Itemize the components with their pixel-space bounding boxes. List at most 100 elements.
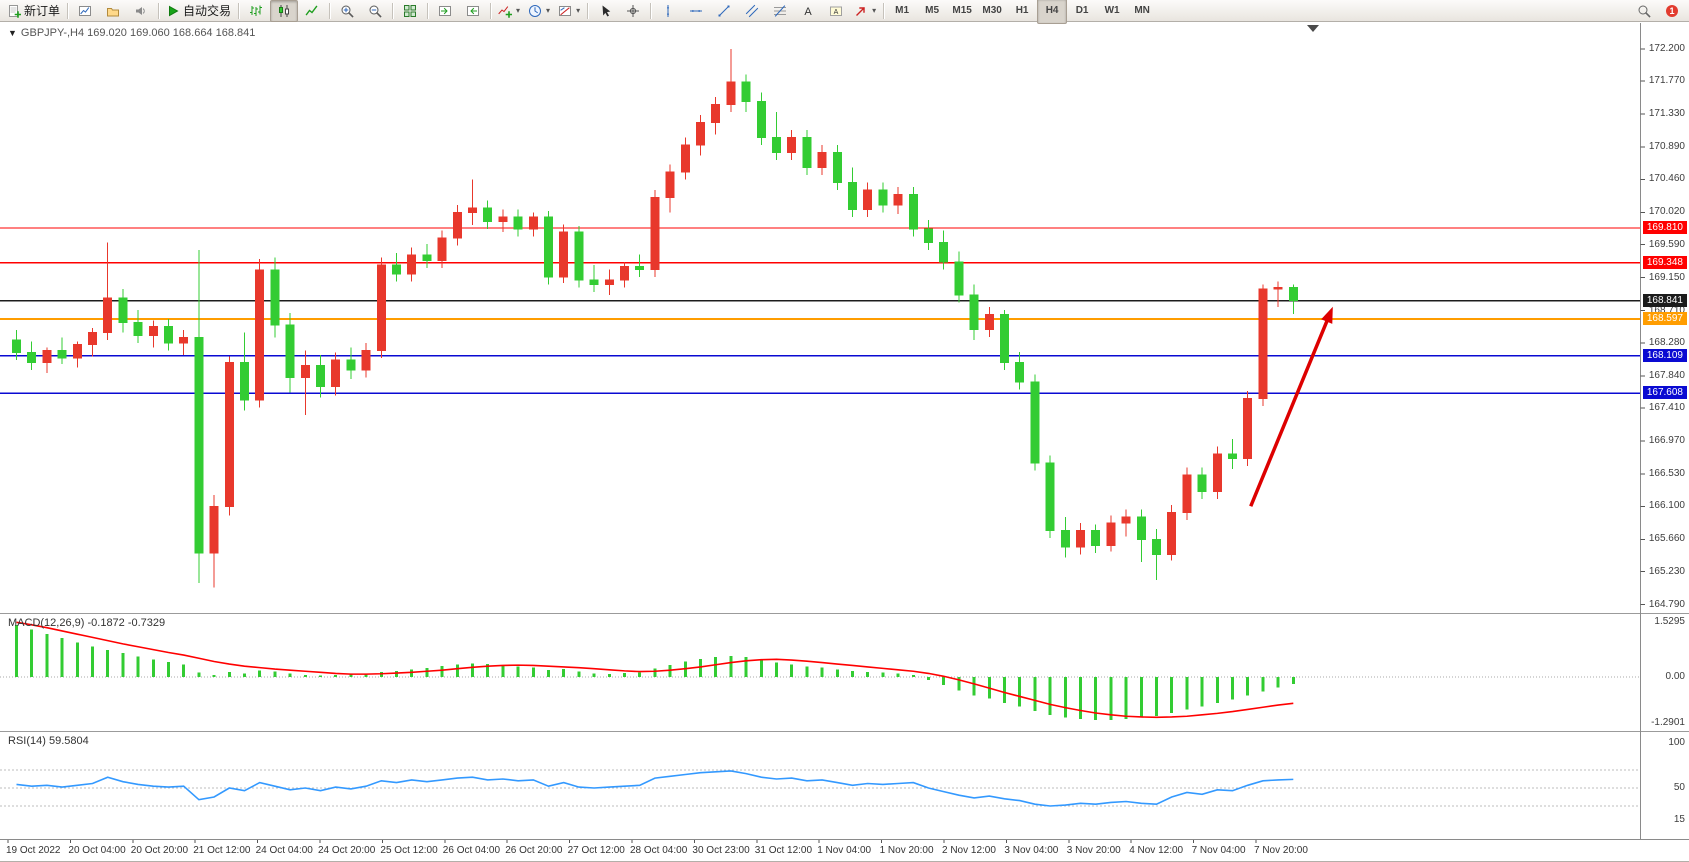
timeframe-m5[interactable]: M5 xyxy=(925,5,940,16)
time-axis-label: 30 Oct 23:00 xyxy=(692,845,750,856)
profiles-button[interactable] xyxy=(99,0,127,22)
macd-bar xyxy=(547,669,550,677)
price-tag: 169.810 xyxy=(1643,221,1687,234)
macd-bar xyxy=(1261,677,1265,692)
candle xyxy=(346,347,356,379)
arrows-button[interactable]: ▾ xyxy=(850,0,880,22)
macd-bar xyxy=(258,670,262,677)
candle xyxy=(1015,351,1025,390)
candle xyxy=(468,179,477,225)
templates-button[interactable]: ▾ xyxy=(554,0,584,22)
macd-bar xyxy=(516,666,520,677)
horizontal-line-button[interactable] xyxy=(682,0,710,22)
zoom-in-button[interactable] xyxy=(333,0,361,22)
macd-bar xyxy=(1185,677,1189,710)
crosshair-button[interactable] xyxy=(619,0,647,22)
candle-body xyxy=(164,325,173,344)
periods-button[interactable]: ▾ xyxy=(524,0,554,22)
toolbar-separator xyxy=(587,2,589,19)
candle xyxy=(863,182,873,217)
zoom-out-button[interactable] xyxy=(361,0,389,22)
price-scale-label: 167.410 xyxy=(1648,402,1685,413)
candle xyxy=(331,352,341,396)
label-button[interactable]: A xyxy=(822,0,850,22)
indicators-button[interactable]: ▾ xyxy=(494,0,524,22)
macd-bar xyxy=(1139,677,1143,718)
toolbar-separator xyxy=(67,2,69,19)
candle-body xyxy=(361,349,371,371)
bar-chart-button[interactable] xyxy=(242,0,270,22)
toolbar-separator xyxy=(158,2,160,19)
new-order-button[interactable]: 新订单 xyxy=(3,0,64,22)
timeframe-m1[interactable]: M1 xyxy=(895,5,910,16)
candle xyxy=(194,249,204,583)
macd-bar xyxy=(1048,677,1052,715)
candlestick-button[interactable] xyxy=(270,0,299,22)
macd-bar xyxy=(851,671,854,677)
macd-bar xyxy=(349,674,353,677)
chart-shift-button[interactable] xyxy=(459,0,487,22)
price-scale-label: 170.020 xyxy=(1648,206,1685,218)
channel-button[interactable] xyxy=(738,0,766,22)
chart-window-icon xyxy=(78,4,92,18)
autotrading-button[interactable]: 自动交易 xyxy=(162,0,235,22)
macd-bar xyxy=(1200,677,1204,707)
cursor-button[interactable] xyxy=(591,0,619,22)
time-axis-label: 20 Oct 20:00 xyxy=(130,845,189,856)
timeframe-m30[interactable]: M30 xyxy=(982,5,1002,16)
search-button[interactable] xyxy=(1630,0,1658,22)
timeframe-d1[interactable]: D1 xyxy=(1075,5,1089,16)
candle-body xyxy=(544,216,553,278)
candle-body xyxy=(422,254,432,261)
fibonacci-button[interactable] xyxy=(766,0,794,22)
timeframe-m15[interactable]: M15 xyxy=(952,5,972,16)
auto-scroll-button[interactable] xyxy=(431,0,459,22)
vertical-line-button[interactable] xyxy=(654,0,682,22)
macd-bar xyxy=(15,624,18,677)
candle xyxy=(528,212,538,237)
macd-bar xyxy=(744,657,748,677)
toolbar-separator xyxy=(427,2,429,19)
timeframe-w1[interactable]: W1 xyxy=(1104,5,1120,16)
macd-bar xyxy=(303,674,307,677)
price-scale-label: 164.790 xyxy=(1648,598,1685,610)
trend-arrow-annotation[interactable] xyxy=(1249,313,1332,507)
trend-arrow-head[interactable] xyxy=(1321,306,1333,324)
candle-body xyxy=(12,339,21,353)
trendline-button[interactable] xyxy=(710,0,738,22)
price-tag: 168.109 xyxy=(1643,348,1687,362)
macd-bar xyxy=(699,659,702,677)
candle-body xyxy=(650,196,660,270)
timeframe-h1[interactable]: H1 xyxy=(1015,5,1029,16)
candle-body xyxy=(528,216,538,230)
charts-button[interactable] xyxy=(71,0,99,22)
arrow-tool-icon xyxy=(854,4,868,18)
notifications-button[interactable]: 1 xyxy=(1658,0,1686,22)
candle-body xyxy=(452,211,462,239)
candle-body xyxy=(1045,462,1055,531)
sound-alerts-button[interactable] xyxy=(127,0,155,22)
candle xyxy=(954,251,964,303)
candle-body xyxy=(27,352,37,363)
tile-windows-button[interactable] xyxy=(396,0,424,22)
timeframe-mn[interactable]: MN xyxy=(1134,5,1150,16)
timeframe-h4[interactable]: H4 xyxy=(1037,0,1068,24)
line-chart-button[interactable] xyxy=(298,0,326,22)
candle-body xyxy=(1136,516,1146,540)
macd-bar xyxy=(182,664,186,677)
macd-bar xyxy=(1033,677,1037,712)
macd-bar xyxy=(45,633,49,677)
macd-bar xyxy=(759,659,763,677)
search-icon xyxy=(1637,4,1651,18)
zoom-out-icon xyxy=(368,4,382,18)
text-button[interactable]: A xyxy=(794,0,822,22)
candle-body xyxy=(1228,453,1237,459)
time-axis-label: 1 Nov 20:00 xyxy=(879,845,934,856)
candle-body xyxy=(665,171,675,198)
candle xyxy=(498,209,508,232)
chart-shift-icon xyxy=(466,4,480,18)
collapse-chart-icon[interactable]: ▼ xyxy=(8,28,17,38)
trendline-icon xyxy=(717,4,731,18)
toolbar: 新订单 自动交易 ▾ ▾ ▾ A A ▾ M1 M5 M15 M30 H1 H4 D1 W1 MN 1 xyxy=(0,0,1689,24)
